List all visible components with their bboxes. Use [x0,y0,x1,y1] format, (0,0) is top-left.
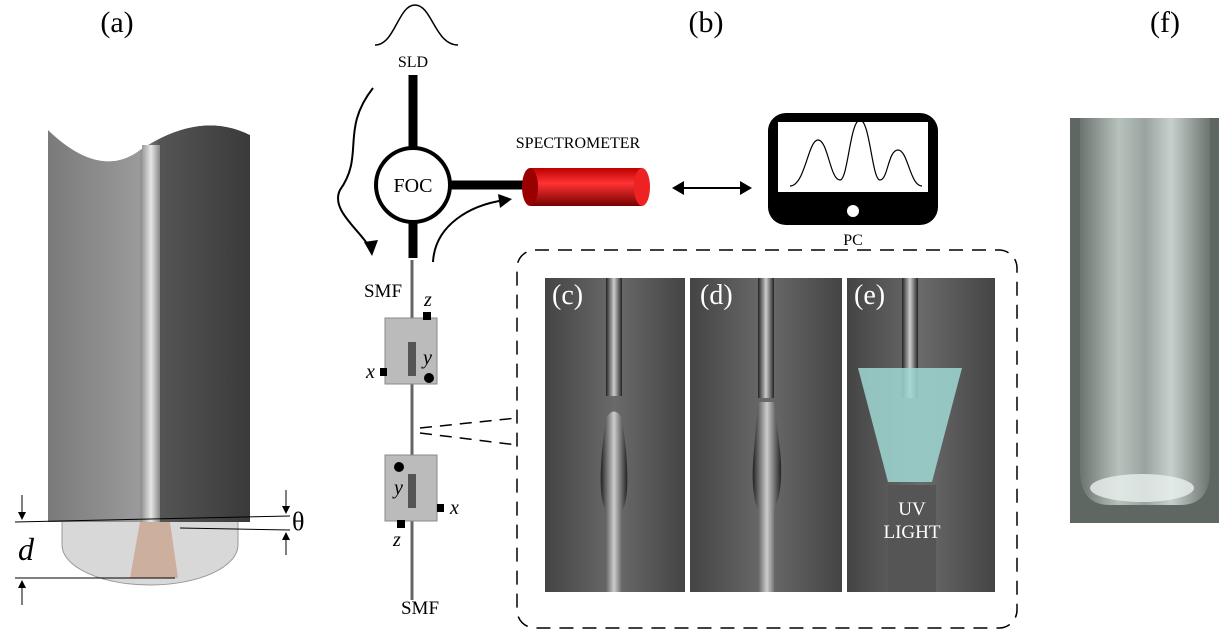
spectrometer-label: SPECTROMETER [516,135,641,152]
axis-label: y [421,347,432,369]
axis-label: z [392,529,401,551]
fiber-label: SMF [401,598,439,619]
light-label: LIGHT [884,522,941,543]
axis-label: y [392,477,403,499]
spectrometer [522,168,650,206]
light-label: UV [898,499,926,520]
depth-symbol: d [18,531,35,567]
micrographs [545,278,995,592]
coupler-label: FOC [394,175,433,197]
angle-symbol: θ [292,507,304,536]
fiber-tip-model [15,80,290,605]
panel-label: (c) [552,280,583,311]
computer-label: PC [843,232,863,249]
fiber-label: SMF [364,281,402,302]
source-label: SLD [398,54,428,71]
panel-label: (d) [700,280,733,311]
panel-label: (a) [100,6,133,39]
panel-label: (e) [854,280,885,311]
axis-label: x [365,361,375,383]
panel-label: (f) [1150,6,1180,39]
panel-label: (b) [689,6,724,39]
figure: (a) d θ (b) SLD FOC SPECTROMETER PC SMF … [0,0,1219,630]
tube-photo [1070,118,1219,523]
axis-label: x [449,497,459,519]
pc-monitor [768,113,938,225]
axis-label: z [423,289,432,311]
